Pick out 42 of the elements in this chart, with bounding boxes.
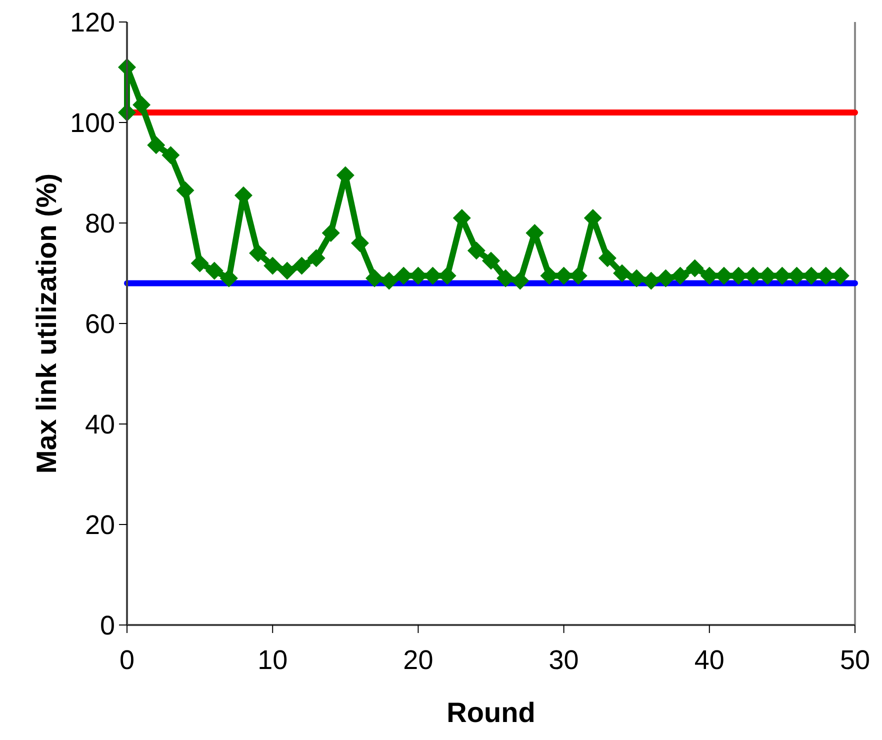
point [656, 269, 675, 288]
x-tick-label: 50 [840, 645, 870, 675]
point [264, 256, 282, 275]
point [132, 96, 151, 114]
y-tick-label: 60 [84, 308, 115, 339]
x-tick-label: 40 [694, 645, 724, 675]
x-tick-label: 0 [119, 645, 135, 675]
point [642, 272, 660, 290]
point [467, 242, 486, 260]
y-tick-label: 40 [84, 409, 115, 440]
x-tick-label: 30 [548, 645, 579, 675]
y-tick-label: 80 [84, 208, 115, 238]
point [176, 181, 194, 200]
point [613, 264, 632, 282]
point [322, 224, 340, 242]
point [220, 269, 238, 288]
point [496, 269, 515, 288]
point [366, 269, 384, 288]
point [205, 262, 224, 280]
y-tick-label: 20 [84, 510, 115, 540]
point [147, 136, 166, 154]
point [350, 234, 369, 252]
y-tick-label: 100 [70, 108, 115, 138]
point [249, 244, 268, 262]
x-axis-title: Round [446, 697, 536, 728]
point [162, 146, 180, 164]
y-tick-label: 0 [100, 610, 115, 640]
x-tick-label: 10 [258, 645, 288, 675]
point [671, 266, 690, 285]
point [511, 272, 530, 290]
point [628, 269, 646, 288]
point [482, 252, 500, 270]
point [292, 256, 311, 275]
point [598, 249, 616, 268]
y-tick-label: 120 [70, 7, 115, 38]
y-axis-title: Max link utilization (%) [31, 173, 62, 474]
point [380, 272, 398, 290]
point [307, 249, 326, 268]
point [190, 254, 209, 272]
point [686, 259, 704, 278]
x-tick-label: 20 [403, 645, 434, 675]
point [278, 262, 296, 280]
